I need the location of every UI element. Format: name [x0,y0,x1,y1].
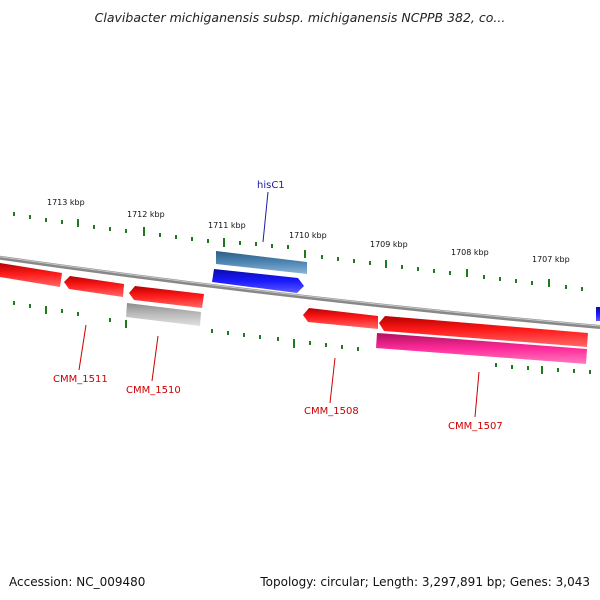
scale-label-1710: 1710 kbp [289,231,327,240]
scale-ticks-top: 1713 kbp 1712 kbp 1711 kbp 1710 kbp 1709… [13,198,583,291]
minor-ticks-top [13,212,583,291]
accession-text: Accession: NC_009480 [9,575,146,589]
major-ticks-top [77,219,550,287]
hisC1-leader [262,191,269,243]
gene-label-CMM_1510[interactable]: CMM_1510 [126,385,181,396]
CMM_1508-leader [329,357,336,404]
CMM_1507-leader [474,371,480,418]
gene-CMM_1511[interactable] [64,276,124,297]
gene-hisC1[interactable] [212,269,304,293]
genome-summary-text: Topology: circular; Length: 3,297,891 bp… [260,575,590,589]
CMM_1511-leader [78,324,87,371]
genome-backbone-highlight [0,256,600,327]
gene-CMM_1510[interactable] [129,286,204,308]
gene-hisC1-feature[interactable] [216,251,307,274]
gene-right-edge[interactable] [596,307,600,321]
scale-label-1707: 1707 kbp [532,255,570,264]
map-title: Clavibacter michiganensis subsp. michiga… [94,10,506,25]
gene-label-CMM_1508[interactable]: CMM_1508 [304,406,359,417]
scale-ticks-bottom [13,301,591,374]
gene-label-CMM_1511[interactable]: CMM_1511 [53,374,108,385]
genome-backbone [0,255,600,329]
gene-label-CMM_1507[interactable]: CMM_1507 [448,421,503,432]
scale-label-1713: 1713 kbp [47,198,85,207]
gene-CMM_1510-feature[interactable] [126,303,201,326]
scale-label-1709: 1709 kbp [370,240,408,249]
CMM_1510-leader [151,335,159,382]
gene-left-edge[interactable] [0,263,62,287]
gene-CMM_1507-feature[interactable] [376,333,587,364]
scale-label-1708: 1708 kbp [451,248,489,257]
scale-label-1711: 1711 kbp [208,221,246,230]
gene-CMM_1508[interactable] [303,308,378,329]
gene-label-hisC1[interactable]: hisC1 [257,180,285,191]
gene-CMM_1507[interactable] [379,316,588,347]
scale-label-1712: 1712 kbp [127,210,165,219]
